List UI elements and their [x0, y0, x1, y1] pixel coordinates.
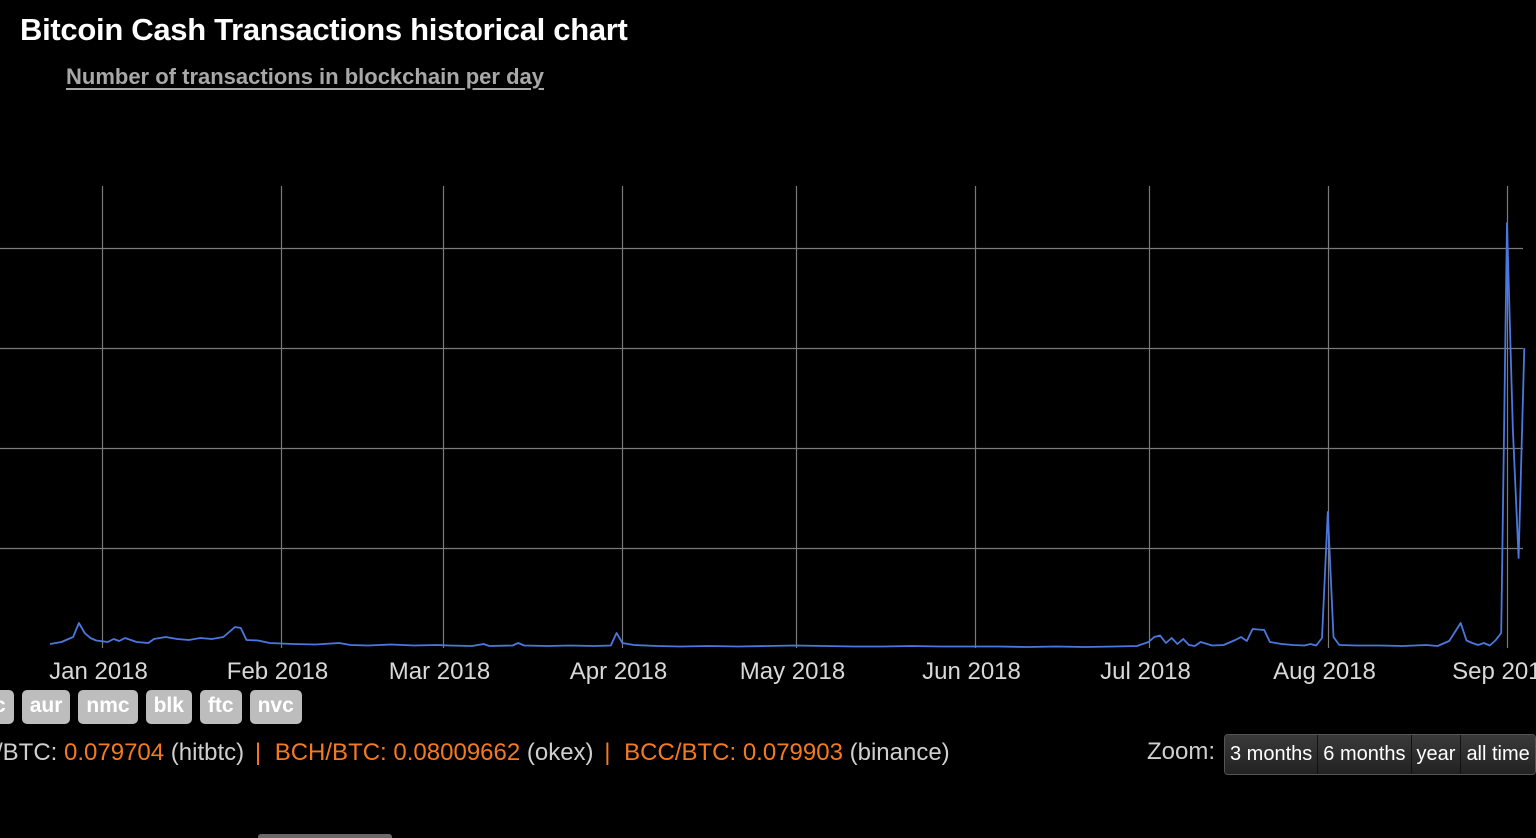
- price-value-hitbtc: 0.079704: [64, 739, 165, 766]
- zoom-6-months-button[interactable]: 6 months: [1318, 735, 1412, 774]
- x-tick-label-2: Mar 2018: [389, 658, 490, 685]
- coin-button-nvc[interactable]: nvc: [249, 690, 302, 724]
- coin-button-aur[interactable]: aur: [21, 690, 71, 724]
- x-tick-label-0: Jan 2018: [49, 658, 148, 685]
- chart-area[interactable]: Jan 2018 Feb 2018 Mar 2018 Apr 2018 May 2018…: [0, 0, 1536, 700]
- price-separator: |: [254, 739, 262, 766]
- x-tick-label-4: May 2018: [740, 658, 845, 685]
- chart-subtitle-link[interactable]: Number of transactions in blockchain per…: [66, 64, 544, 89]
- price-pair-hitbtc: /BTC:: [0, 739, 65, 766]
- zoom-all-time-button[interactable]: all time: [1461, 735, 1535, 774]
- series-line-0: [49, 222, 1526, 648]
- zoom-button-group: 3 months 6 months year all time: [1224, 734, 1536, 775]
- coin-selector: c aur nmc blk ftc nvc: [0, 690, 302, 724]
- price-exchange-okex[interactable]: (okex): [520, 739, 594, 766]
- chart-grid: [0, 186, 1523, 648]
- coin-button-nmc[interactable]: nmc: [78, 690, 138, 724]
- price-exchange-binance[interactable]: (binance): [842, 739, 950, 766]
- price-ticker: /BTC: 0.079704 (hitbtc) | BCH/BTC: 0.080…: [0, 739, 950, 767]
- x-tick-label-3: Apr 2018: [570, 658, 667, 685]
- price-value-okex: 0.08009662: [393, 739, 521, 766]
- coin-button-c[interactable]: c: [0, 690, 14, 724]
- zoom-year-button[interactable]: year: [1411, 735, 1462, 774]
- price-pair-binance: BCC/BTC:: [624, 739, 743, 766]
- page-title: Bitcoin Cash Transactions historical cha…: [20, 12, 628, 47]
- x-axis-labels: Jan 2018 Feb 2018 Mar 2018 Apr 2018 May 2018…: [49, 658, 1536, 685]
- price-value-binance: 0.079903: [742, 739, 843, 766]
- coin-button-ftc[interactable]: ftc: [199, 690, 242, 724]
- zoom-3-months-button[interactable]: 3 months: [1225, 735, 1319, 774]
- chart-series: [49, 222, 1526, 648]
- price-exchange-hitbtc[interactable]: (hitbtc): [164, 739, 245, 766]
- price-separator: |: [604, 739, 611, 766]
- bottom-tab-edge: [258, 834, 392, 838]
- x-tick-label-7: Aug 2018: [1273, 658, 1376, 685]
- coin-button-blk[interactable]: blk: [145, 690, 192, 724]
- x-tick-label-8: Sep 2018: [1452, 658, 1536, 685]
- x-tick-label-5: Jun 2018: [922, 658, 1021, 685]
- x-tick-label-1: Feb 2018: [227, 658, 328, 685]
- price-pair-okex: BCH/BTC:: [274, 739, 394, 766]
- x-tick-label-6: Jul 2018: [1100, 658, 1191, 685]
- zoom-label: Zoom:: [1147, 738, 1216, 765]
